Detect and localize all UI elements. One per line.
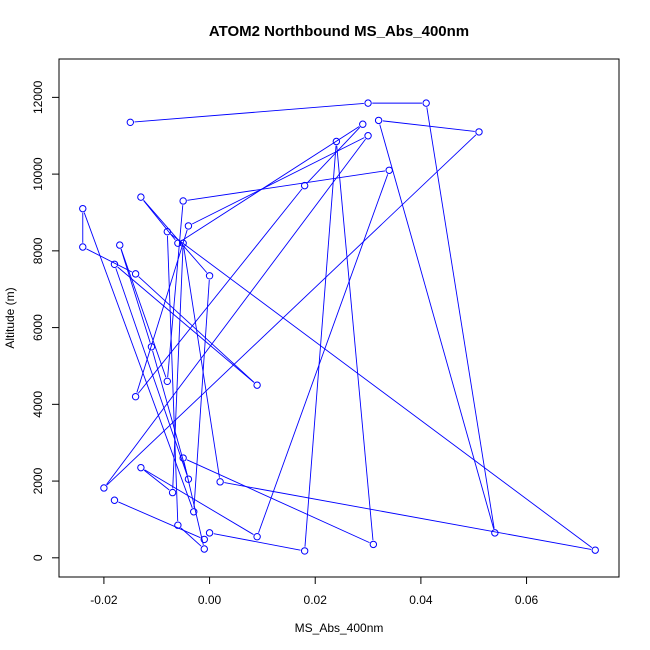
data-point xyxy=(422,99,430,107)
data-point xyxy=(200,545,208,553)
series-segment xyxy=(170,233,593,548)
series-segment xyxy=(186,459,370,544)
series-segment xyxy=(187,170,386,201)
series-segment xyxy=(134,103,364,123)
data-point xyxy=(163,377,172,386)
data-point xyxy=(364,132,372,140)
series-segment xyxy=(167,235,179,522)
series-segment xyxy=(143,200,208,273)
x-tick-label: 0.06 xyxy=(515,593,539,607)
x-tick-label: 0.04 xyxy=(409,593,433,607)
x-tick-label: -0.02 xyxy=(90,593,118,607)
series-segment xyxy=(117,266,255,383)
series-segment xyxy=(152,350,188,476)
y-tick-label: 2000 xyxy=(31,467,45,494)
series-segment xyxy=(136,229,188,393)
series-segment xyxy=(382,120,475,132)
data-point xyxy=(168,488,177,497)
data-point xyxy=(205,529,214,537)
series-segment xyxy=(118,501,201,539)
data-point xyxy=(374,116,383,125)
series-segment xyxy=(144,469,254,535)
chart-title: ATOM2 Northbound MS_Abs_400nm xyxy=(209,23,469,40)
data-point xyxy=(110,260,119,268)
series-segment xyxy=(307,126,361,183)
data-point xyxy=(147,343,156,351)
data-point xyxy=(591,546,599,554)
data-point xyxy=(475,128,483,136)
data-point xyxy=(491,529,499,537)
data-point xyxy=(174,521,182,529)
data-point xyxy=(137,463,145,472)
data-point xyxy=(184,475,193,483)
data-point xyxy=(184,222,193,230)
data-point xyxy=(116,241,124,249)
data-point xyxy=(110,496,119,504)
series-segment xyxy=(213,533,301,551)
series-segment xyxy=(106,134,477,486)
y-axis-label: Altitude (m) xyxy=(3,287,17,348)
series-segment xyxy=(181,126,360,242)
series-segment xyxy=(258,174,389,533)
data-point xyxy=(216,478,224,486)
data-point xyxy=(300,181,309,190)
series-segment xyxy=(379,124,495,529)
y-tick-label: 8000 xyxy=(31,237,45,264)
series-line xyxy=(82,102,593,551)
series-segment xyxy=(120,248,167,378)
data-point xyxy=(179,239,187,247)
data-point xyxy=(131,392,140,401)
data-point xyxy=(253,381,261,389)
x-tick-label: 0.00 xyxy=(198,593,222,607)
data-point xyxy=(300,547,309,555)
data-point xyxy=(174,239,182,247)
data-point xyxy=(163,227,172,236)
series-segment xyxy=(137,188,303,394)
series-points xyxy=(79,99,599,555)
y-tick-label: 10000 xyxy=(31,157,45,191)
series-segment xyxy=(86,248,133,273)
x-axis-label: MS_Abs_400nm xyxy=(295,621,384,635)
x-tick-label: 0.02 xyxy=(304,593,328,607)
y-axis: 0 2000 4000 6000 8000 10000 12000 xyxy=(31,80,60,561)
data-point xyxy=(200,535,208,544)
series-segment xyxy=(193,279,210,508)
data-point xyxy=(79,243,87,251)
data-point xyxy=(179,454,187,462)
series-segment xyxy=(106,138,366,485)
series-segment xyxy=(143,469,170,491)
y-tick-label: 12000 xyxy=(31,80,45,114)
series-segment xyxy=(304,145,337,547)
data-point xyxy=(126,118,135,127)
data-point xyxy=(179,197,187,205)
data-point xyxy=(253,533,261,541)
data-point xyxy=(79,204,87,213)
data-point xyxy=(131,270,140,278)
y-tick-label: 0 xyxy=(31,554,45,561)
data-point xyxy=(332,137,341,146)
series-segment xyxy=(336,145,374,541)
data-point xyxy=(205,272,214,280)
series-segment xyxy=(426,107,495,529)
series-segment xyxy=(167,205,184,378)
data-point xyxy=(369,540,378,549)
series-segment xyxy=(183,247,220,478)
data-point xyxy=(364,99,372,107)
data-point xyxy=(190,508,198,516)
data-point xyxy=(137,193,145,201)
x-axis: -0.02 0.00 0.02 0.04 0.06 xyxy=(90,576,539,607)
y-tick-label: 4000 xyxy=(31,391,45,418)
series-segment xyxy=(224,482,592,550)
data-point xyxy=(385,166,393,174)
data-point xyxy=(359,120,367,128)
series-segment xyxy=(172,247,184,489)
data-point xyxy=(100,484,108,492)
series-segment xyxy=(120,248,151,343)
y-tick-label: 6000 xyxy=(31,314,45,341)
